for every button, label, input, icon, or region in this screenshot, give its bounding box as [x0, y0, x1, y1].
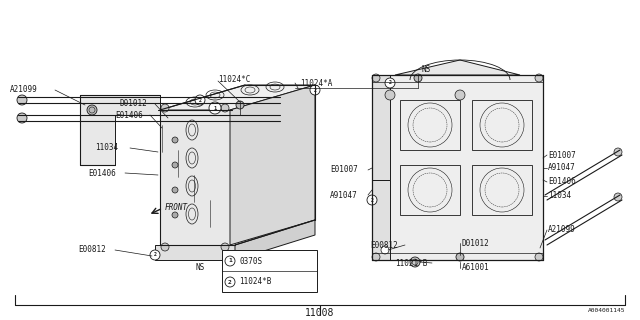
Text: NS: NS — [195, 263, 204, 273]
Polygon shape — [80, 95, 160, 165]
Circle shape — [17, 95, 27, 105]
Circle shape — [195, 95, 205, 105]
Text: NS: NS — [422, 66, 431, 75]
Text: 2: 2 — [154, 252, 156, 258]
Circle shape — [410, 257, 420, 267]
Bar — [400, 165, 460, 215]
Circle shape — [172, 212, 178, 218]
Circle shape — [17, 113, 27, 123]
Circle shape — [161, 243, 169, 251]
Text: A91047: A91047 — [330, 190, 358, 199]
Bar — [400, 100, 460, 150]
Bar — [222, 250, 317, 292]
Circle shape — [614, 148, 622, 156]
Polygon shape — [160, 85, 315, 110]
Circle shape — [381, 246, 389, 254]
Text: A21099: A21099 — [10, 85, 38, 94]
Circle shape — [172, 137, 178, 143]
Text: E01007: E01007 — [548, 150, 576, 159]
Circle shape — [172, 162, 178, 168]
Text: 0370S: 0370S — [239, 257, 262, 266]
Text: 1: 1 — [228, 259, 232, 263]
Circle shape — [221, 243, 229, 251]
Text: FRONT: FRONT — [165, 203, 188, 212]
Polygon shape — [230, 85, 315, 245]
Circle shape — [225, 277, 235, 287]
Circle shape — [310, 85, 320, 95]
Bar — [472, 165, 532, 215]
Circle shape — [372, 253, 380, 261]
Polygon shape — [372, 180, 390, 260]
Text: 2: 2 — [314, 87, 316, 92]
Text: E01406: E01406 — [548, 178, 576, 187]
Text: A61001: A61001 — [462, 263, 490, 273]
Polygon shape — [160, 110, 230, 245]
Text: D01012: D01012 — [462, 238, 490, 247]
Circle shape — [209, 102, 221, 114]
Text: E00812: E00812 — [370, 241, 397, 250]
Circle shape — [367, 195, 377, 205]
Circle shape — [87, 105, 97, 115]
Bar — [472, 100, 532, 150]
Circle shape — [372, 74, 380, 82]
Polygon shape — [155, 245, 235, 260]
Circle shape — [535, 74, 543, 82]
Text: D01012: D01012 — [120, 100, 148, 108]
Circle shape — [385, 78, 395, 88]
Circle shape — [535, 253, 543, 261]
Circle shape — [236, 101, 244, 109]
Circle shape — [150, 250, 160, 260]
Text: 11024*A: 11024*A — [300, 78, 332, 87]
Text: 11034: 11034 — [548, 191, 571, 201]
Text: 11008: 11008 — [305, 308, 335, 318]
Polygon shape — [235, 220, 315, 260]
Polygon shape — [372, 75, 390, 180]
Circle shape — [385, 90, 395, 100]
Circle shape — [456, 253, 464, 261]
Text: 2: 2 — [371, 197, 373, 203]
Circle shape — [455, 90, 465, 100]
Text: 2: 2 — [388, 81, 392, 85]
Text: 11021*B: 11021*B — [395, 259, 428, 268]
Text: 2: 2 — [228, 279, 232, 284]
Circle shape — [161, 104, 169, 112]
Text: A21099: A21099 — [548, 226, 576, 235]
Circle shape — [172, 187, 178, 193]
Text: A91047: A91047 — [548, 164, 576, 172]
Text: 2: 2 — [198, 98, 202, 102]
Text: E01406: E01406 — [88, 169, 116, 178]
Text: E00812: E00812 — [78, 245, 106, 254]
Text: 11024*C: 11024*C — [218, 76, 250, 84]
Circle shape — [221, 104, 229, 112]
Text: A004001145: A004001145 — [588, 308, 625, 313]
Text: 1: 1 — [213, 106, 216, 110]
Circle shape — [614, 193, 622, 201]
Text: E01007: E01007 — [330, 165, 358, 174]
Polygon shape — [395, 60, 520, 75]
Circle shape — [414, 74, 422, 82]
Text: 11034: 11034 — [95, 143, 118, 153]
Text: E01406: E01406 — [115, 110, 143, 119]
Circle shape — [225, 256, 235, 266]
Polygon shape — [372, 75, 543, 260]
Text: 11024*B: 11024*B — [239, 277, 271, 286]
